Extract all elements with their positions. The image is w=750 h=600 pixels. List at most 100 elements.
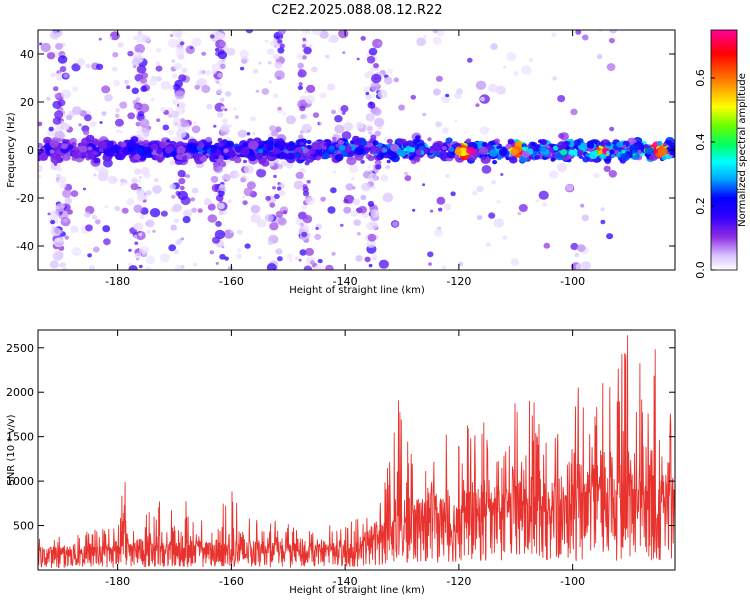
spectrogram-cell bbox=[378, 259, 389, 269]
spectrogram-cell bbox=[196, 77, 208, 88]
colorbar-tick-label: 0.2 bbox=[694, 197, 707, 215]
spectrogram-cell bbox=[334, 153, 344, 162]
spectrogram-cell bbox=[239, 49, 249, 59]
spectrogram-cell bbox=[84, 114, 92, 122]
spectrogram-cell bbox=[138, 264, 143, 269]
spectrogram-cell bbox=[218, 198, 223, 203]
spectrogram-cell bbox=[64, 197, 73, 205]
spectrogram-cell bbox=[145, 266, 152, 270]
spectrogram-cell bbox=[272, 186, 276, 190]
spectrogram-cell bbox=[122, 179, 128, 185]
spectrogram-cell bbox=[50, 210, 60, 219]
spectrogram-cell bbox=[60, 262, 66, 267]
spectrogram-cell bbox=[109, 36, 113, 39]
spectrogram-cell bbox=[223, 179, 227, 182]
spectrogram-cell bbox=[496, 145, 501, 150]
spectrogram-cell bbox=[46, 52, 56, 60]
spectrogram-cell bbox=[229, 230, 234, 234]
spectrogram-cell bbox=[219, 63, 226, 70]
spectrogram-cell bbox=[481, 141, 488, 147]
spectrogram-cell bbox=[243, 187, 254, 197]
spectrogram-cell bbox=[90, 121, 97, 127]
spectrogram-cell bbox=[564, 141, 571, 146]
spectrogram-cell bbox=[246, 181, 256, 190]
spectrogram-cell bbox=[120, 142, 127, 147]
spectrogram-cell bbox=[107, 175, 118, 185]
spectrogram-cell bbox=[374, 117, 385, 127]
spectrogram-cell bbox=[405, 145, 412, 151]
spectrogram-cell bbox=[194, 84, 200, 90]
spectrogram-cell bbox=[133, 154, 141, 160]
spectrogram-cell bbox=[358, 205, 368, 214]
spectrogram-cell bbox=[609, 126, 615, 132]
spectrogram-cell bbox=[233, 156, 242, 164]
spectrogram-cell bbox=[49, 260, 59, 269]
spectrogram-cell bbox=[415, 135, 421, 140]
spectrogram-cell bbox=[593, 172, 600, 179]
spectrogram-cell bbox=[465, 138, 472, 143]
spectrogram-cell bbox=[155, 47, 162, 53]
spectrogram-cell bbox=[332, 170, 337, 174]
colorbar-gradient bbox=[710, 29, 738, 271]
spectrogram-cell bbox=[338, 144, 346, 151]
spectrogram-cell bbox=[150, 143, 159, 151]
spectrogram-cell bbox=[173, 62, 183, 71]
spectrogram-cell bbox=[371, 185, 376, 190]
spectrogram-cell bbox=[521, 143, 527, 148]
spectrogram-cell bbox=[445, 93, 450, 98]
spectrogram-cell bbox=[549, 170, 559, 179]
spectrogram-cell bbox=[50, 219, 56, 225]
spectrogram-cell bbox=[413, 156, 421, 163]
spectrogram-cell bbox=[322, 152, 330, 160]
spectrogram-cell bbox=[580, 203, 585, 208]
spectrogram-cell bbox=[217, 202, 225, 210]
spectrogram-cell bbox=[303, 46, 312, 55]
spectrogram-cell bbox=[52, 117, 62, 125]
spectrogram-cell bbox=[257, 256, 262, 260]
snr-y-label: SNR (10 * v/v) bbox=[6, 414, 17, 485]
spectrogram-cell bbox=[219, 253, 226, 260]
spectrogram-cell bbox=[278, 189, 286, 197]
y-tick-label: 1000 bbox=[6, 475, 34, 488]
spectrogram-cell bbox=[445, 137, 453, 144]
spectrogram-cell bbox=[404, 141, 411, 147]
spectrogram-cell bbox=[197, 208, 203, 213]
spectrogram-cell bbox=[302, 37, 307, 42]
spectrogram-cell bbox=[89, 264, 96, 270]
spectrogram-cell bbox=[621, 149, 626, 154]
spectrogram-cell bbox=[275, 126, 282, 133]
spectrogram-cell bbox=[331, 251, 336, 256]
spectrogram-cell bbox=[343, 194, 355, 204]
spectrogram-cell bbox=[219, 97, 225, 102]
spectrogram-cell bbox=[50, 72, 57, 78]
spectrogram-cell bbox=[301, 205, 307, 210]
spectrogram-cell bbox=[177, 169, 186, 178]
spectrogram-cell bbox=[365, 91, 370, 96]
spectrogram-cell bbox=[415, 149, 422, 155]
spectrogram-cell bbox=[308, 148, 316, 155]
spectrogram-cell bbox=[343, 206, 352, 214]
spectrogram-cell bbox=[398, 104, 405, 111]
spectrogram-cell bbox=[255, 89, 259, 93]
y-tick-label: -20 bbox=[16, 192, 34, 205]
spectrogram-cell bbox=[538, 190, 549, 200]
spectrogram-cell bbox=[506, 52, 517, 62]
spectrogram-cell bbox=[180, 265, 185, 269]
spectrogram-cell bbox=[133, 234, 138, 239]
spectrogram-cell bbox=[267, 136, 274, 142]
spectrogram-cell bbox=[551, 32, 557, 38]
spectrogram-cell bbox=[189, 146, 198, 153]
spectrogram-cell bbox=[328, 145, 335, 151]
spectrogram-cell bbox=[485, 242, 491, 247]
spectrogram-cell bbox=[134, 222, 144, 231]
spectrogram-cell bbox=[140, 85, 148, 92]
spectrogram-cell bbox=[600, 219, 606, 225]
spectrogram-cell bbox=[267, 240, 273, 246]
spectrogram-cell bbox=[182, 216, 191, 224]
x-tick-label: -140 bbox=[333, 575, 358, 588]
spectrogram-cell bbox=[131, 87, 139, 95]
spectrogram-cell bbox=[334, 115, 343, 123]
y-tick-label: -40 bbox=[16, 240, 34, 253]
spectrogram-cell bbox=[159, 106, 166, 113]
spectrogram-cell bbox=[467, 57, 473, 63]
